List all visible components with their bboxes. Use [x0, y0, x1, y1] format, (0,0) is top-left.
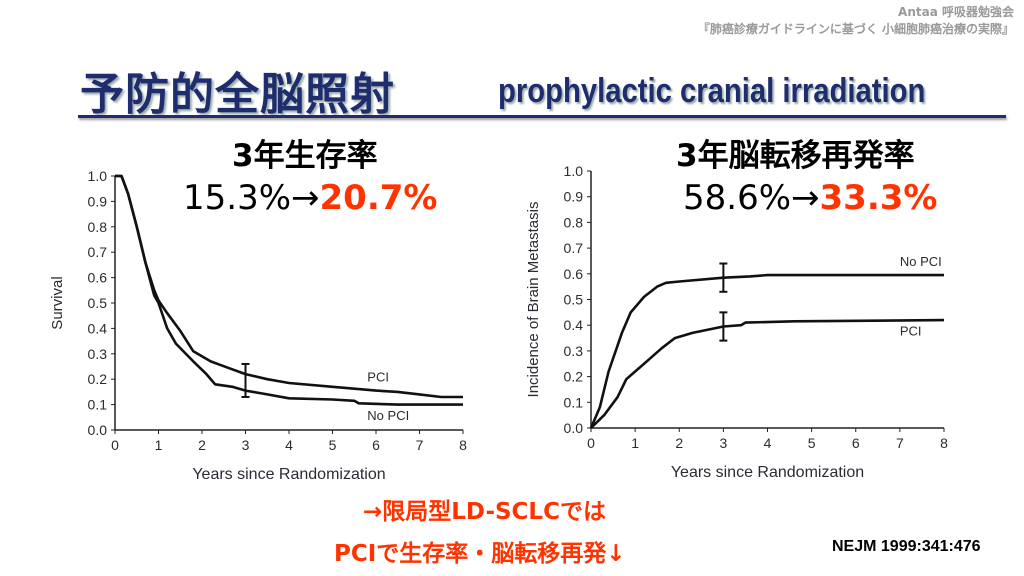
y-tick-label: 0.0 — [88, 422, 108, 438]
x-tick-label: 0 — [111, 437, 119, 453]
right-heading: 3年脳転移再発率 — [676, 138, 915, 174]
x-tick-label: 7 — [896, 435, 904, 451]
y-tick-label: 0.4 — [564, 317, 584, 333]
y-tick-label: 0.1 — [564, 394, 584, 410]
reference-citation: NEJM 1999:341:476 — [832, 538, 981, 555]
title-underline — [78, 115, 1006, 118]
x-axis-label: Years since Randomization — [192, 466, 385, 483]
y-tick-label: 1.0 — [564, 163, 584, 179]
y-tick-label: 0.8 — [564, 214, 584, 230]
left-rate-before: 15.3%→ — [183, 178, 320, 218]
series-line-no-pci — [589, 273, 944, 429]
header-line-2: 『肺癌診療ガイドラインに基づく 小細胞肺癌治療の実際』 — [697, 22, 1014, 36]
x-tick-label: 3 — [242, 437, 250, 453]
series-label: No PCI — [367, 408, 409, 423]
x-tick-label: 8 — [940, 435, 948, 451]
series-line-pci — [590, 318, 945, 429]
x-tick-label: 4 — [764, 435, 772, 451]
x-tick-label: 1 — [155, 437, 163, 453]
y-tick-label: 0.3 — [564, 343, 584, 359]
x-tick-label: 6 — [852, 435, 860, 451]
x-tick-label: 3 — [719, 435, 727, 451]
x-tick-label: 5 — [808, 435, 816, 451]
y-tick-label: 0.4 — [88, 320, 108, 336]
x-tick-label: 8 — [459, 437, 467, 453]
y-axis-label: Incidence of Brain Metastasis — [525, 202, 542, 398]
series-label: PCI — [900, 323, 922, 338]
y-tick-label: 0.2 — [88, 371, 108, 387]
x-tick-label: 0 — [587, 435, 595, 451]
y-tick-label: 0.7 — [564, 240, 584, 256]
y-tick-label: 0.8 — [88, 219, 108, 235]
x-tick-label: 4 — [285, 437, 293, 453]
y-tick-label: 1.0 — [88, 168, 108, 184]
x-tick-label: 1 — [631, 435, 639, 451]
y-tick-label: 0.5 — [564, 292, 584, 308]
series-line-pci — [115, 174, 463, 399]
conclusion-line-1: →限局型LD-SCLCでは — [363, 499, 606, 525]
x-tick-label: 2 — [675, 435, 683, 451]
x-axis-label: Years since Randomization — [671, 464, 864, 481]
left-rate: 15.3%→20.7% — [183, 178, 437, 218]
y-tick-label: 0.1 — [88, 397, 108, 413]
x-tick-label: 2 — [198, 437, 206, 453]
right-rate-after: 33.3% — [819, 178, 938, 218]
y-tick-label: 0.5 — [88, 295, 108, 311]
series-label: No PCI — [900, 254, 942, 269]
y-tick-label: 0.3 — [88, 346, 108, 362]
conclusion-line-2: PCIで生存率・脳転移再発↓ — [334, 541, 626, 567]
x-tick-label: 5 — [329, 437, 337, 453]
y-tick-label: 0.6 — [88, 270, 108, 286]
y-tick-label: 0.0 — [564, 420, 584, 436]
brain-metastasis-chart: 0 1 2 3 4 5 6 7 8 0.0 0.1 0.2 0.3 0.4 0.5 0.6 0.7 0.8 0.9 1… — [525, 163, 948, 481]
x-tick-label: 7 — [416, 437, 424, 453]
y-tick-label: 0.9 — [564, 189, 584, 205]
series-line-no-pci — [115, 174, 463, 406]
left-heading: 3年生存率 — [232, 138, 378, 174]
right-rate: 58.6%→33.3% — [683, 178, 937, 218]
right-rate-before: 58.6%→ — [683, 178, 820, 218]
page-title-en: prophylactic cranial irradiation — [498, 72, 926, 110]
left-rate-after: 20.7% — [319, 178, 438, 218]
x-tick-label: 6 — [372, 437, 380, 453]
y-tick-label: 0.7 — [88, 244, 108, 260]
survival-chart: 0 1 2 3 4 5 6 7 8 0.0 0.1 0.2 0.3 0.4 0.5 0.6 0.7 0.8 0.9 1… — [49, 168, 467, 483]
y-axis-label: Survival — [49, 276, 66, 329]
y-tick-label: 0.2 — [564, 369, 584, 385]
series-label: PCI — [367, 370, 389, 385]
header-line-1: Antaa 呼吸器勉強会 — [898, 5, 1014, 19]
y-tick-label: 0.6 — [564, 266, 584, 282]
y-tick-label: 0.9 — [88, 193, 108, 209]
page-title-jp: 予防的全脳照射 — [80, 69, 395, 120]
